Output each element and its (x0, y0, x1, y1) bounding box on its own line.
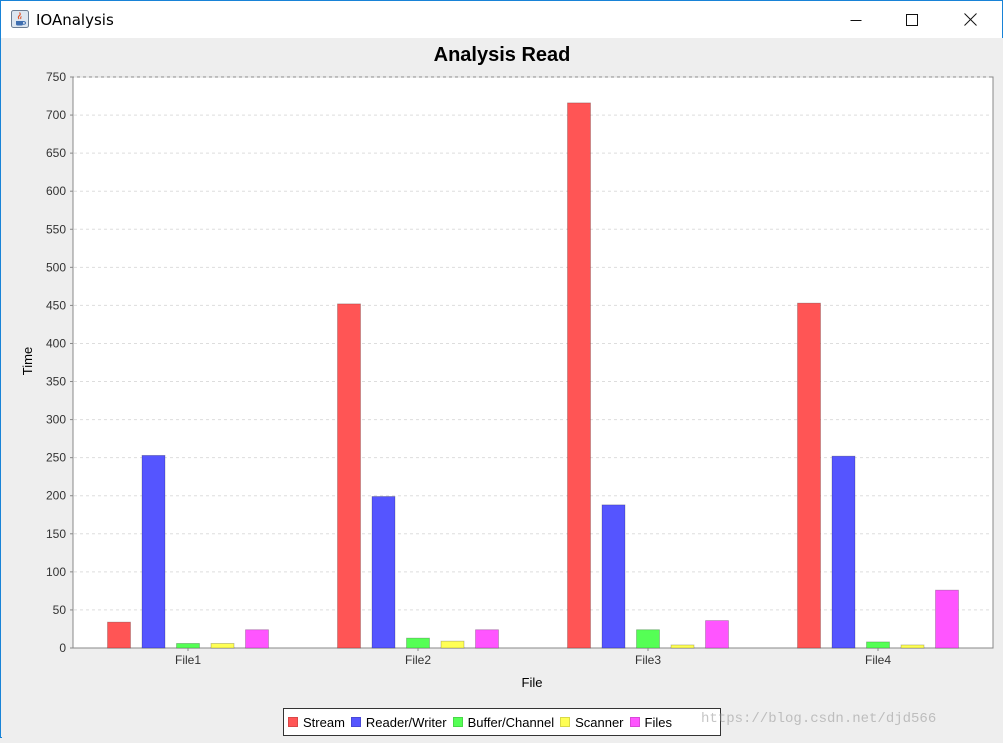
legend-swatch (452, 717, 463, 727)
close-button[interactable] (947, 1, 993, 38)
y-tick-label: 50 (53, 603, 67, 617)
y-tick-label: 300 (46, 413, 66, 427)
legend-item: Stream (288, 715, 345, 730)
y-tick-label: 550 (46, 222, 66, 236)
legend-label: Buffer/Channel (467, 714, 555, 730)
bar-buffer-channel-file4 (866, 641, 890, 649)
bars (107, 102, 959, 649)
chart-title: Analysis Read (434, 44, 571, 66)
x-tick-label: File3 (635, 653, 661, 667)
legend-swatch (350, 717, 361, 727)
x-axis-ticks: File1 File2 File3 File4 (175, 648, 891, 667)
y-tick-label: 500 (46, 260, 66, 274)
bar-stream-file1 (107, 621, 131, 649)
legend-label: Stream (303, 714, 345, 730)
bar-buffer-channel-file1 (176, 643, 200, 649)
bar-stream-file2 (337, 303, 361, 649)
y-tick-label: 700 (46, 108, 66, 122)
chart-legend: Stream Reader/Writer Buffer/Channel Scanner… (283, 708, 721, 736)
y-axis-label: Time (20, 347, 35, 375)
y-tick-label: 350 (46, 375, 66, 389)
bar-chart: Analysis Read 0 50 100 150 200 250 300 350 400 45… (20, 44, 994, 690)
maximize-icon (906, 13, 918, 26)
y-tick-label: 200 (46, 489, 66, 503)
legend-swatch (288, 717, 298, 727)
legend-item: Buffer/Channel (452, 714, 555, 730)
bar-stream-file3 (567, 102, 591, 649)
y-tick-label: 650 (46, 146, 66, 160)
bar-buffer-channel-file3 (636, 629, 660, 649)
y-tick-label: 250 (46, 451, 66, 465)
bar-files-file3 (705, 620, 729, 649)
y-tick-label: 750 (46, 70, 66, 84)
title-bar[interactable]: IOAnalysis (1, 1, 1002, 38)
y-tick-label: 600 (46, 184, 66, 198)
legend-label: Reader/Writer (365, 714, 447, 730)
bar-scanner-file1 (210, 643, 235, 649)
minimize-button[interactable] (833, 1, 879, 38)
y-axis-ticks: 0 50 100 150 200 250 300 350 400 450 500 550 600 650 7… (46, 70, 73, 655)
bar-reader-writer-file1 (141, 454, 166, 649)
bar-files-file2 (475, 629, 499, 649)
y-tick-label: 100 (46, 565, 66, 579)
x-tick-label: File4 (865, 653, 891, 667)
bar-files-file1 (245, 629, 269, 649)
y-tick-label: 450 (46, 298, 66, 312)
bar-scanner-file2 (440, 640, 465, 649)
y-tick-label: 400 (46, 336, 66, 350)
maximize-button[interactable] (889, 1, 935, 38)
x-axis-label: File (522, 675, 543, 690)
bar-files-file4 (935, 589, 959, 649)
x-tick-label: File2 (405, 653, 431, 667)
legend-swatch (560, 717, 571, 727)
watermark: https://blog.csdn.net/djd566 (701, 711, 937, 727)
legend-label: Scanner (575, 714, 624, 730)
legend-item: Reader/Writer (350, 714, 447, 730)
java-app-icon (11, 10, 29, 28)
bar-scanner-file3 (670, 644, 695, 649)
chart-panel: Analysis Read 0 50 100 150 200 250 300 350 400 45… (2, 38, 1003, 738)
bar-buffer-channel-file2 (406, 637, 430, 649)
y-tick-label: 150 (46, 527, 66, 541)
window-title: IOAnalysis (36, 11, 114, 29)
bar-stream-file4 (797, 302, 821, 649)
legend-item: Files (629, 714, 672, 730)
bar-reader-writer-file4 (831, 455, 856, 649)
legend-swatch (629, 717, 640, 727)
y-tick-label: 0 (59, 641, 66, 655)
bar-reader-writer-file2 (371, 496, 396, 649)
bar-scanner-file4 (900, 644, 925, 649)
minimize-icon (850, 19, 862, 21)
legend-item: Scanner (560, 714, 624, 730)
close-icon (963, 13, 977, 26)
bar-reader-writer-file3 (601, 504, 626, 649)
legend-label: Files (644, 714, 672, 730)
x-tick-label: File1 (175, 653, 201, 667)
